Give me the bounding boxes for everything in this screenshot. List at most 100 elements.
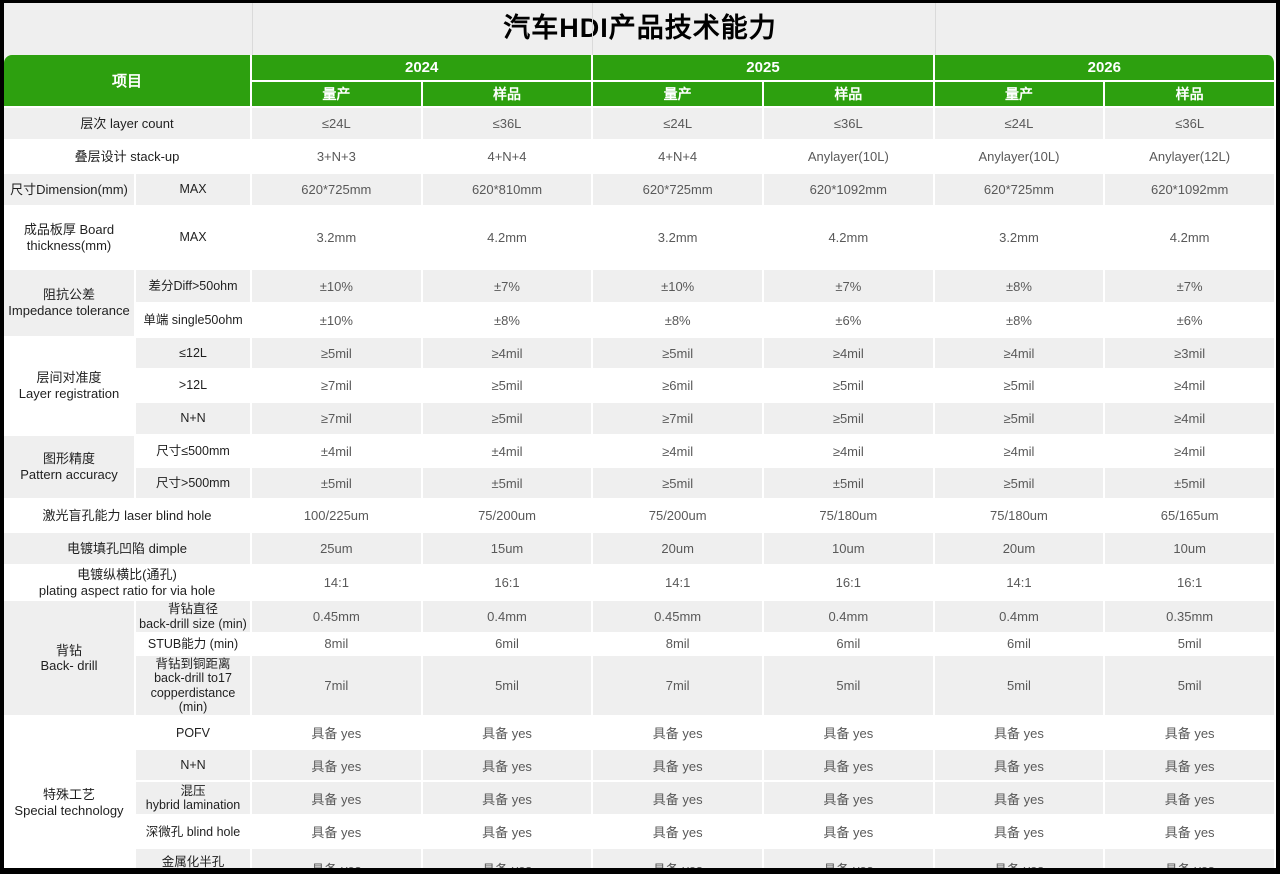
table-cell: ≥7mil [252, 403, 423, 436]
table-cell: 5mil [1105, 655, 1276, 718]
table-cell: 7mil [252, 655, 423, 718]
table-cell: 具备 yes [422, 782, 594, 817]
header-sample-2024: 样品 [422, 82, 594, 108]
table-cell: 7mil [593, 655, 764, 718]
table-cell: 0.4mm [934, 601, 1106, 634]
row-label: 电镀填孔凹陷 dimple [4, 533, 253, 566]
table-cell: 具备 yes [422, 849, 594, 868]
row-group-label: 背钻 Back- drill [4, 601, 136, 718]
row-group-label: 层间对准度 Layer registration [4, 338, 136, 436]
table-row: 背钻到铜距离 back-drill to17 copperdistance (m… [4, 655, 1276, 718]
row-sub-label: 尺寸≤500mm [136, 436, 253, 468]
table-cell: 0.4mm [422, 601, 594, 634]
header-sub-row: 量产 样品 量产 样品 量产 样品 [4, 82, 1276, 108]
table-cell: ±5mil [763, 468, 935, 500]
table-cell: 16:1 [763, 566, 935, 602]
table-cell: 4.2mm [1105, 207, 1276, 270]
table-cell: ≥5mil [252, 338, 423, 370]
row-group-label: 尺寸Dimension(mm) [4, 174, 136, 207]
table-cell: 3.2mm [593, 207, 764, 270]
table-cell: ±5mil [252, 468, 423, 500]
row-sub-label: 单端 single50ohm [136, 304, 253, 338]
table-cell: 5mil [422, 655, 594, 718]
table-cell: 4.2mm [422, 207, 594, 270]
table-cell: ±8% [934, 304, 1106, 338]
table-cell: 16:1 [422, 566, 594, 602]
table-cell: 具备 yes [763, 717, 935, 751]
header-sample-2025: 样品 [763, 82, 935, 108]
table-cell: 具备 yes [934, 782, 1106, 817]
table-cell: 620*1092mm [763, 174, 935, 207]
table-cell: 620*725mm [593, 174, 764, 207]
table-cell: ±4mil [252, 436, 423, 468]
table-cell: 0.35mm [1105, 601, 1276, 634]
table-cell: ≥4mil [422, 338, 594, 370]
header-year-row: 项目 2024 2025 2026 [4, 55, 1276, 108]
row-label: 层次 layer count [4, 108, 253, 141]
table-cell: ≥5mil [422, 370, 594, 403]
row-sub-label: MAX [136, 207, 253, 270]
table-cell: ≤36L [1105, 108, 1276, 141]
table-cell: 0.45mm [593, 601, 764, 634]
table-cell: 0.4mm [763, 601, 935, 634]
table-cell: 具备 yes [1105, 816, 1276, 850]
table-row: 背钻 Back- drill 背钻直径 back-drill size (min)… [4, 601, 1276, 718]
table-cell: 具备 yes [593, 816, 764, 850]
table-cell: ≥4mil [763, 436, 935, 468]
table-cell: ≥4mil [593, 436, 764, 468]
table-cell: ≥4mil [934, 338, 1106, 370]
page-frame: 汽车HDI产品技术能力 项目 2024 2025 2026 量产 样品 量产 样… [4, 3, 1276, 868]
table-row: 图形精度 Pattern accuracy 尺寸≤500mm ±4mil ±4mil ≥… [4, 436, 1276, 500]
table-cell: ≤24L [252, 108, 423, 141]
table-cell: 具备 yes [593, 782, 764, 817]
table-cell: 100/225um [252, 500, 423, 533]
header-year-2026: 2026 [934, 55, 1276, 82]
table-cell: 620*725mm [934, 174, 1106, 207]
row-sub-label: 背钻直径 back-drill size (min) [136, 601, 253, 634]
title-bar: 汽车HDI产品技术能力 [4, 3, 1276, 55]
table-row: 混压 hybrid lamination 具备 yes 具备 yes 具备 yes 具备… [4, 782, 1276, 817]
table-cell: ≥5mil [593, 338, 764, 370]
table-cell: 20um [593, 533, 764, 566]
header-year-2024: 2024 [252, 55, 594, 82]
table-row: 激光盲孔能力 laser blind hole 100/225um 75/200um… [4, 500, 1276, 533]
table-row: 层次 layer count ≤24L ≤36L ≤24L ≤36L ≤24L ≤36L [4, 108, 1276, 141]
table-cell: 具备 yes [934, 816, 1106, 850]
row-sub-label: N+N [136, 403, 253, 436]
table-cell: 4+N+4 [422, 141, 594, 174]
table-cell: 具备 yes [252, 816, 423, 850]
row-label: 叠层设计 stack-up [4, 141, 253, 174]
table-cell: Anylayer(12L) [1105, 141, 1276, 174]
table-cell: 75/200um [422, 500, 594, 533]
table-cell: 具备 yes [593, 717, 764, 751]
table-cell: ≥6mil [593, 370, 764, 403]
title-column-divider [252, 3, 253, 55]
row-sub-label: 背钻到铜距离 back-drill to17 copperdistance (m… [136, 655, 253, 718]
table-row: 尺寸>500mm ±5mil ±5mil ≥5mil ±5mil ≥5mil ±5mil [4, 468, 1276, 500]
header-item-label: 项目 [4, 55, 253, 108]
table-cell: 6mil [934, 633, 1106, 656]
row-label: 电镀纵横比(通孔) plating aspect ratio for via h… [4, 566, 253, 602]
table-cell: Anylayer(10L) [763, 141, 935, 174]
table-cell: ≥7mil [252, 370, 423, 403]
table-cell: 0.45mm [252, 601, 423, 634]
spec-table-body: 层次 layer count ≤24L ≤36L ≤24L ≤36L ≤24L ≤36L 叠层… [4, 108, 1276, 868]
row-label: 激光盲孔能力 laser blind hole [4, 500, 253, 533]
table-cell: ±4mil [422, 436, 594, 468]
table-row: 深微孔 blind hole 具备 yes 具备 yes 具备 yes 具备 yes 具备… [4, 816, 1276, 850]
table-cell: ±7% [422, 270, 594, 304]
table-cell: 具备 yes [252, 717, 423, 751]
table-cell: ±7% [1105, 270, 1276, 304]
table-cell: 14:1 [252, 566, 423, 602]
table-cell: ≥5mil [593, 468, 764, 500]
table-row: 叠层设计 stack-up 3+N+3 4+N+4 4+N+4 Anylayer(10L… [4, 141, 1276, 174]
row-sub-label: 差分Diff>50ohm [136, 270, 253, 304]
spec-table-header: 项目 2024 2025 2026 量产 样品 量产 样品 量产 样品 [4, 55, 1276, 108]
row-sub-label: 尺寸>500mm [136, 468, 253, 500]
header-mass-production-2025: 量产 [593, 82, 764, 108]
table-row: STUB能力 (min) 8mil 6mil 8mil 6mil 6mil 5mil [4, 633, 1276, 656]
table-cell: 6mil [422, 633, 594, 656]
table-cell: ±7% [763, 270, 935, 304]
table-cell: ≥4mil [1105, 403, 1276, 436]
table-cell: 5mil [763, 655, 935, 718]
